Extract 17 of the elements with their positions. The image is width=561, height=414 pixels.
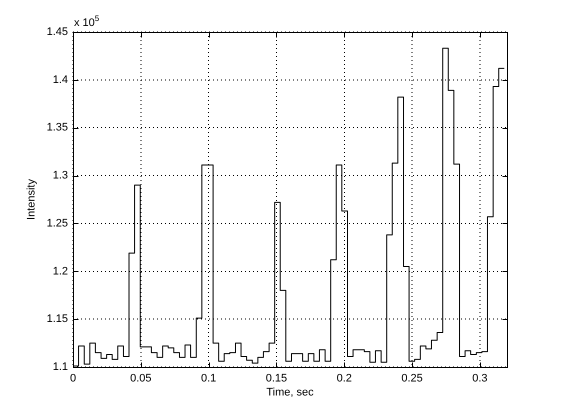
y-tick-label: 1.3: [52, 170, 68, 182]
x-tick-label: 0: [70, 372, 76, 385]
y-tick-label: 1.4: [52, 74, 68, 86]
x-tick-label: 0.1: [200, 372, 216, 385]
y-tick-label: 1.45: [46, 26, 68, 38]
y-tick-label: 1.2: [52, 265, 68, 278]
x-tick-label: 0.3: [472, 372, 488, 385]
y-tick-label: 1.25: [46, 217, 68, 230]
x-tick-label: 0.25: [401, 372, 423, 385]
y-axis-title: Intensity: [26, 178, 38, 220]
y-tick-label: 1.1: [52, 361, 68, 374]
x-axis-title: Time, sec: [266, 386, 314, 398]
y-tick-label: 1.35: [46, 122, 68, 134]
x-tick-label: 0.2: [336, 372, 352, 385]
x-tick-label: 0.05: [130, 372, 152, 385]
y-tick-label: 1.15: [46, 313, 68, 326]
x-tick-label: 0.15: [266, 372, 288, 385]
